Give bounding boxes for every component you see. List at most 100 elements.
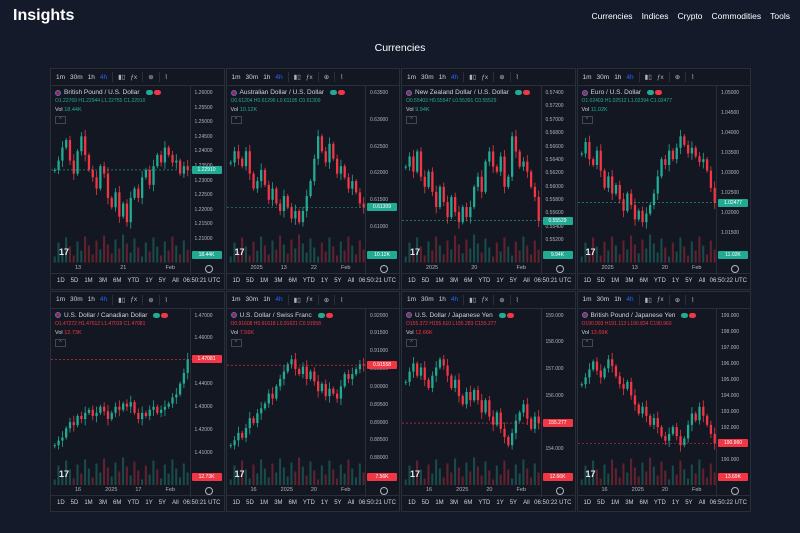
interval-1h[interactable]: 1h <box>263 73 271 81</box>
range-5d[interactable]: 5D <box>70 500 79 506</box>
range-5y[interactable]: 5Y <box>158 277 167 284</box>
interval-30m[interactable]: 30m <box>421 73 434 81</box>
range-ytd[interactable]: YTD <box>127 277 140 284</box>
interval-30m[interactable]: 30m <box>421 296 434 303</box>
interval-1m[interactable]: 1m <box>582 73 592 81</box>
range-6m[interactable]: 6M <box>113 277 122 284</box>
range-3m[interactable]: 3M <box>98 277 108 284</box>
add-icon[interactable]: ⊕ <box>323 296 330 304</box>
candlestick-chart[interactable] <box>402 86 543 263</box>
collapse-legend-button[interactable]: ⌃ <box>55 338 66 347</box>
tradingview-logo[interactable]: 17 <box>234 469 245 479</box>
layout-icon[interactable]: ⌇ <box>164 296 168 304</box>
symbol-title[interactable]: U.S. Dollar / Japanese Yen <box>415 311 493 319</box>
range-5y[interactable]: 5Y <box>158 500 167 506</box>
range-1d[interactable]: 1D <box>57 500 65 506</box>
candles-icon[interactable]: ▮▯ <box>469 74 477 81</box>
interval-1h[interactable]: 1h <box>438 73 446 81</box>
candlestick-chart[interactable] <box>51 309 192 486</box>
range-1m[interactable]: 1M <box>84 277 93 284</box>
symbol-title[interactable]: Australian Dollar / U.S. Dollar <box>239 89 325 96</box>
candlestick-chart[interactable] <box>226 309 368 486</box>
interval-1m[interactable]: 1m <box>56 296 66 303</box>
range-all[interactable]: All <box>698 277 706 284</box>
interval-4h[interactable]: 4h <box>450 296 459 303</box>
range-5y[interactable]: 5Y <box>685 500 693 506</box>
range-1m[interactable]: 1M <box>610 277 620 284</box>
range-5d[interactable]: 5D <box>246 500 254 506</box>
range-1y[interactable]: 1Y <box>671 277 680 284</box>
chart-settings-icon[interactable] <box>204 264 213 273</box>
tradingview-logo[interactable]: 17 <box>59 246 70 257</box>
range-1y[interactable]: 1Y <box>320 277 329 284</box>
add-icon[interactable]: ⊕ <box>323 74 330 81</box>
range-1y[interactable]: 1Y <box>496 277 504 284</box>
chart-settings-icon[interactable] <box>731 264 739 273</box>
time-axis[interactable]: 16 2025 17 Feb <box>51 485 190 497</box>
symbol-title[interactable]: U.S. Dollar / Swiss Franc <box>239 311 312 319</box>
range-all[interactable]: All <box>172 500 179 506</box>
range-3m[interactable]: 3M <box>625 500 634 506</box>
chart-settings-icon[interactable] <box>204 487 213 495</box>
collapse-legend-button[interactable]: ⌃ <box>230 338 242 347</box>
tradingview-logo[interactable]: 17 <box>410 469 421 479</box>
range-1d[interactable]: 1D <box>57 277 65 284</box>
interval-1m[interactable]: 1m <box>407 73 417 81</box>
interval-1h[interactable]: 1h <box>263 296 271 303</box>
range-5d[interactable]: 5D <box>70 277 79 284</box>
range-all[interactable]: All <box>523 277 530 284</box>
chart-settings-icon[interactable] <box>380 487 388 495</box>
layout-icon[interactable]: ⌇ <box>340 74 344 81</box>
tradingview-logo[interactable]: 17 <box>585 246 596 257</box>
candles-icon[interactable]: ▮▯ <box>644 296 652 304</box>
range-1y[interactable]: 1Y <box>145 500 153 506</box>
interval-30m[interactable]: 30m <box>245 296 259 303</box>
tradingview-logo[interactable]: 17 <box>410 246 421 257</box>
range-5y[interactable]: 5Y <box>685 277 693 284</box>
chart-settings-icon[interactable] <box>380 264 388 273</box>
collapse-legend-button[interactable]: ⌃ <box>406 116 417 124</box>
interval-4h[interactable]: 4h <box>450 73 459 81</box>
range-1m[interactable]: 1M <box>610 500 620 506</box>
tradingview-logo[interactable]: 17 <box>585 469 596 479</box>
utc-clock[interactable]: 06:50:21 UTC <box>358 500 396 506</box>
range-ytd[interactable]: YTD <box>478 500 491 506</box>
layout-icon[interactable]: ⌇ <box>515 296 519 304</box>
range-ytd[interactable]: YTD <box>478 277 491 284</box>
utc-clock[interactable]: 06:50:22 UTC <box>709 500 747 506</box>
add-icon[interactable]: ⊕ <box>148 74 154 81</box>
nav-indices[interactable]: Indices <box>641 11 669 21</box>
range-1y[interactable]: 1Y <box>496 500 504 506</box>
time-axis[interactable]: 13 21 Feb <box>51 263 190 275</box>
nav-tools[interactable]: Tools <box>770 11 790 21</box>
range-6m[interactable]: 6M <box>464 277 473 284</box>
interval-1m[interactable]: 1m <box>56 73 66 81</box>
candles-icon[interactable]: ▮▯ <box>469 296 477 304</box>
add-icon[interactable]: ⊕ <box>499 74 505 81</box>
indicators-icon[interactable]: ƒx <box>481 73 489 81</box>
range-1d[interactable]: 1D <box>408 500 416 506</box>
interval-30m[interactable]: 30m <box>245 73 259 81</box>
candles-icon[interactable]: ▮▯ <box>293 296 301 304</box>
time-axis[interactable]: 2025 13 20 Feb <box>578 263 717 275</box>
price-axis[interactable]: 199.000 198.000 197.000 196.000 195.000 194.0… <box>716 308 750 497</box>
range-1d[interactable]: 1D <box>583 277 592 284</box>
price-axis[interactable]: 0.63500 0.63000 0.62500 0.62000 0.61500 0.610… <box>365 86 399 275</box>
interval-30m[interactable]: 30m <box>70 73 83 81</box>
range-1y[interactable]: 1Y <box>145 277 153 284</box>
range-1d[interactable]: 1D <box>232 500 241 506</box>
price-axis[interactable]: 1.05000 1.04500 1.04000 1.03500 1.03000 1.025… <box>716 86 750 275</box>
indicators-icon[interactable]: ƒx <box>130 296 138 303</box>
interval-4h[interactable]: 4h <box>626 73 634 81</box>
price-axis[interactable]: 159.000158.000157.000156.000155.000154.0… <box>540 308 575 497</box>
range-6m[interactable]: 6M <box>288 277 297 284</box>
range-3m[interactable]: 3M <box>274 500 283 506</box>
candles-icon[interactable]: ▮▯ <box>118 74 126 81</box>
indicators-icon[interactable]: ƒx <box>130 73 138 81</box>
utc-clock[interactable]: 06:50:21 UTC <box>183 277 221 284</box>
collapse-legend-button[interactable]: ⌃ <box>581 116 593 124</box>
candles-icon[interactable]: ▮▯ <box>293 74 301 81</box>
range-6m[interactable]: 6M <box>464 500 473 506</box>
chart-settings-icon[interactable] <box>555 264 564 273</box>
price-axis[interactable]: 1.260001.255001.250001.245001.240001.235… <box>189 86 224 275</box>
